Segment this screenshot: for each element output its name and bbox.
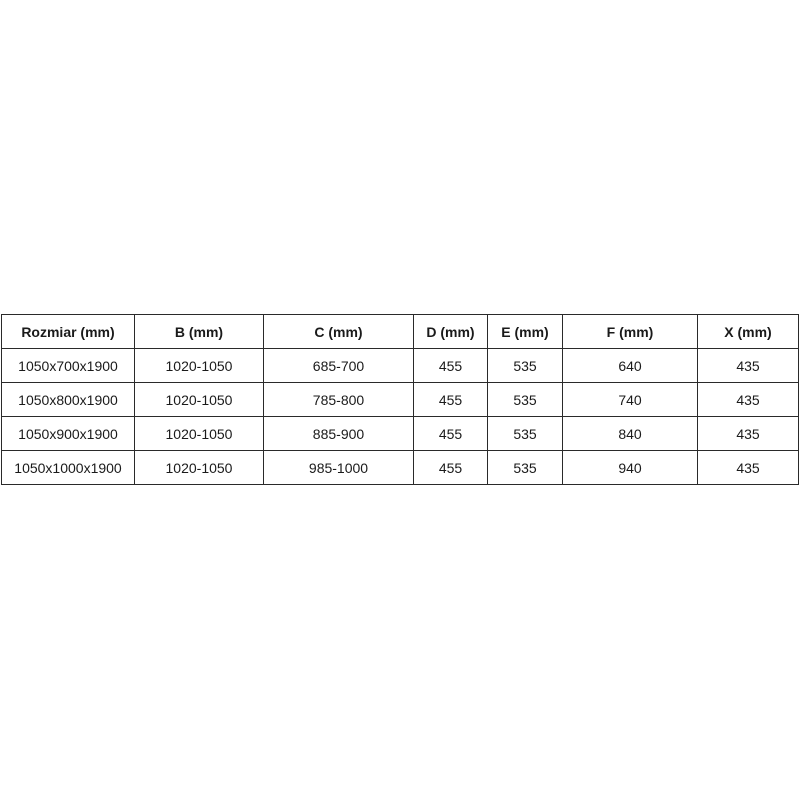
- table-cell: 435: [697, 348, 799, 383]
- table-cell: 740: [562, 382, 698, 417]
- header-cell: C (mm): [263, 314, 414, 349]
- table-cell: 1050x800x1900: [1, 382, 135, 417]
- table-row: 1050x900x1900 1020-1050 885-900 455 535 840 43…: [1, 416, 799, 451]
- table-cell: 640: [562, 348, 698, 383]
- table-cell: 535: [487, 382, 563, 417]
- table-row: 1050x1000x1900 1020-1050 985-1000 455 535 940…: [1, 450, 799, 485]
- dimensions-table: Rozmiar (mm) B (mm) C (mm) D (mm) E (mm)…: [1, 314, 799, 485]
- table-cell: 685-700: [263, 348, 414, 383]
- header-cell: X (mm): [697, 314, 799, 349]
- table-row: 1050x800x1900 1020-1050 785-800 455 535 740 43…: [1, 382, 799, 417]
- table-cell: 1020-1050: [134, 450, 264, 485]
- table-cell: 435: [697, 382, 799, 417]
- table-cell: 840: [562, 416, 698, 451]
- table-cell: 885-900: [263, 416, 414, 451]
- header-cell: B (mm): [134, 314, 264, 349]
- table-cell: 535: [487, 450, 563, 485]
- header-cell: F (mm): [562, 314, 698, 349]
- table-cell: 435: [697, 450, 799, 485]
- table-cell: 455: [413, 382, 488, 417]
- table-cell: 940: [562, 450, 698, 485]
- table-cell: 1020-1050: [134, 348, 264, 383]
- table-cell: 535: [487, 416, 563, 451]
- table-cell: 435: [697, 416, 799, 451]
- table-cell: 1020-1050: [134, 416, 264, 451]
- table-cell: 1020-1050: [134, 382, 264, 417]
- table-cell: 985-1000: [263, 450, 414, 485]
- table-cell: 785-800: [263, 382, 414, 417]
- header-cell: Rozmiar (mm): [1, 314, 135, 349]
- table-cell: 455: [413, 416, 488, 451]
- table-cell: 455: [413, 348, 488, 383]
- table-row: 1050x700x1900 1020-1050 685-700 455 535 640 43…: [1, 348, 799, 383]
- header-cell: D (mm): [413, 314, 488, 349]
- table-cell: 1050x1000x1900: [1, 450, 135, 485]
- table-cell: 455: [413, 450, 488, 485]
- header-cell: E (mm): [487, 314, 563, 349]
- table-cell: 1050x900x1900: [1, 416, 135, 451]
- header-row: Rozmiar (mm) B (mm) C (mm) D (mm) E (mm)…: [1, 314, 799, 349]
- table-cell: 1050x700x1900: [1, 348, 135, 383]
- table-cell: 535: [487, 348, 563, 383]
